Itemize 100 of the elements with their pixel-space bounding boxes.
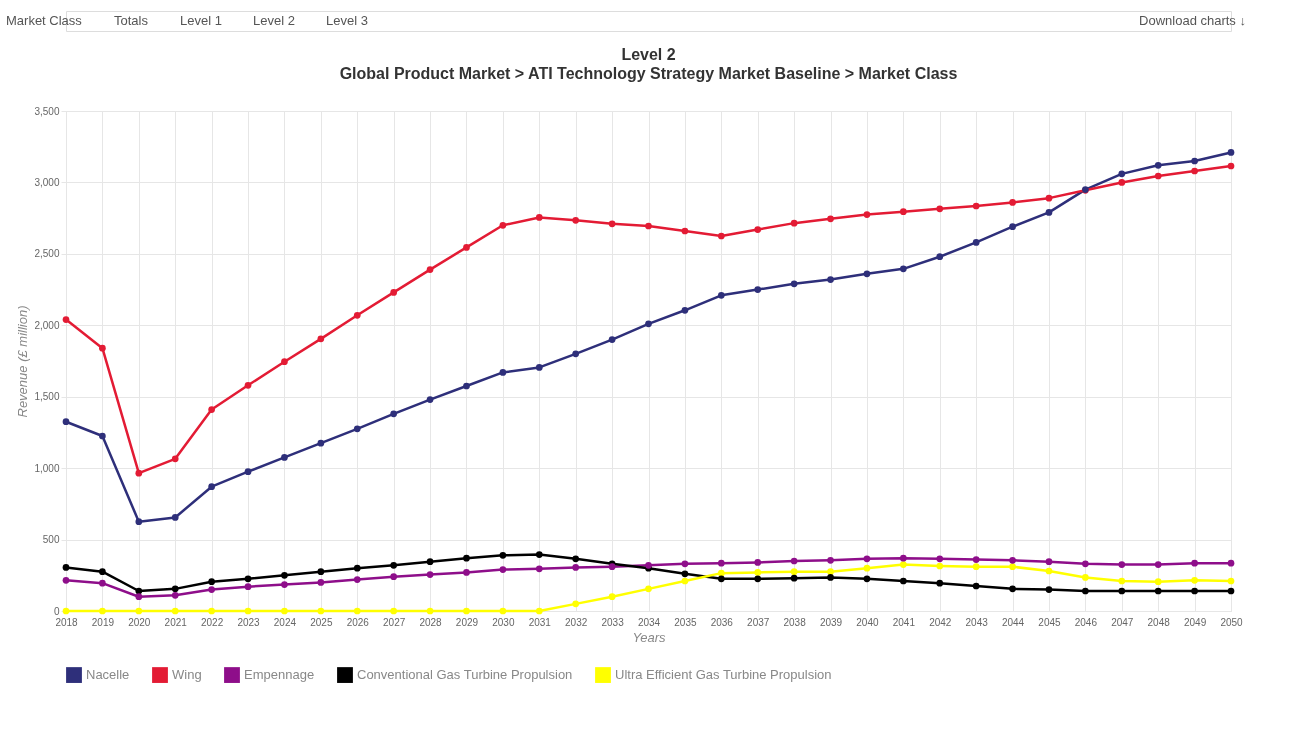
point <box>717 575 725 583</box>
point <box>317 607 325 615</box>
point <box>1118 561 1126 568</box>
point <box>244 575 252 583</box>
point <box>463 382 470 390</box>
point <box>1082 560 1089 568</box>
point <box>1118 587 1126 595</box>
chart-title: Level 2 <box>621 46 676 63</box>
point <box>681 560 689 568</box>
x-tick-label: 2021 <box>164 616 188 628</box>
point <box>244 607 252 615</box>
x-tick-label: 2025 <box>310 616 333 628</box>
point <box>936 562 944 570</box>
point <box>717 232 725 240</box>
point <box>754 286 762 293</box>
x-tick-label: 2026 <box>346 616 370 628</box>
point <box>426 607 434 615</box>
chart-subtitle: Global Product Market > ATI Technology Strategy Market Baseline > Market Class <box>339 65 958 82</box>
point <box>936 555 944 563</box>
y-tick-label: 1,000 <box>34 462 60 474</box>
y-tick-label: 2,500 <box>34 248 60 260</box>
point <box>1045 586 1053 593</box>
point <box>1191 157 1198 165</box>
x-tick-label: 2044 <box>1001 616 1025 628</box>
x-tick-label: 2039 <box>819 616 843 628</box>
point <box>135 587 143 595</box>
point <box>899 265 907 273</box>
point <box>863 575 871 583</box>
point <box>717 559 725 567</box>
point <box>1045 567 1053 575</box>
point <box>317 579 325 586</box>
point <box>317 568 325 576</box>
point <box>827 574 834 581</box>
x-tick-label: 2045 <box>1038 616 1062 628</box>
point <box>827 215 834 223</box>
x-tick-label: 2027 <box>383 616 406 628</box>
point <box>863 564 871 572</box>
legend-label: Conventional Gas Turbine Propulsion <box>357 667 573 683</box>
point <box>535 364 543 371</box>
point <box>572 216 580 224</box>
point <box>1118 179 1126 186</box>
point <box>717 291 725 299</box>
point <box>972 202 980 210</box>
point <box>899 554 907 562</box>
point <box>99 579 106 587</box>
point <box>1009 556 1016 564</box>
point <box>426 571 434 578</box>
x-tick-label: 2035 <box>674 616 697 628</box>
point <box>317 439 325 447</box>
point <box>208 406 215 413</box>
point <box>135 469 143 477</box>
point <box>499 221 507 229</box>
point <box>390 573 398 581</box>
x-tick-label: 2040 <box>856 616 879 628</box>
point <box>936 579 944 587</box>
point <box>863 270 871 278</box>
point <box>572 350 580 358</box>
point <box>1045 194 1053 202</box>
point <box>390 410 398 418</box>
x-tick-label: 2037 <box>747 616 770 628</box>
legend-label: Wing <box>172 667 202 683</box>
point <box>1154 587 1162 595</box>
point <box>790 219 798 227</box>
point <box>572 564 580 571</box>
point <box>936 253 944 261</box>
x-tick-label: 2041 <box>892 616 916 628</box>
point <box>244 468 252 476</box>
point <box>244 381 252 389</box>
point <box>1191 587 1198 595</box>
y-axis-title: Revenue (£ million) <box>15 305 31 418</box>
point <box>208 607 215 615</box>
x-axis-title: Years <box>632 629 667 645</box>
point <box>171 607 179 615</box>
text: Level 3 <box>326 13 368 28</box>
x-tick-label: 2029 <box>455 616 479 628</box>
point <box>99 568 106 576</box>
point <box>790 280 798 288</box>
point <box>499 369 507 376</box>
point <box>1191 167 1198 175</box>
point <box>681 306 689 314</box>
y-tick-label: 1,500 <box>34 391 60 403</box>
point <box>1227 149 1235 156</box>
x-tick-label: 2019 <box>91 616 115 628</box>
x-tick-label: 2049 <box>1183 616 1207 628</box>
point <box>171 585 179 593</box>
point <box>645 222 652 230</box>
point <box>62 576 70 584</box>
point <box>1154 161 1162 169</box>
point <box>608 593 616 601</box>
legend-label: Ultra Efficient Gas Turbine Propulsion <box>615 667 832 683</box>
point <box>135 518 143 526</box>
x-tick-label: 2033 <box>601 616 625 628</box>
point <box>499 551 507 559</box>
point <box>135 593 143 601</box>
x-tick-label: 2050 <box>1220 616 1244 628</box>
point <box>972 556 980 563</box>
point <box>1045 209 1053 216</box>
point <box>863 555 871 563</box>
point <box>281 454 288 461</box>
point <box>645 585 652 593</box>
